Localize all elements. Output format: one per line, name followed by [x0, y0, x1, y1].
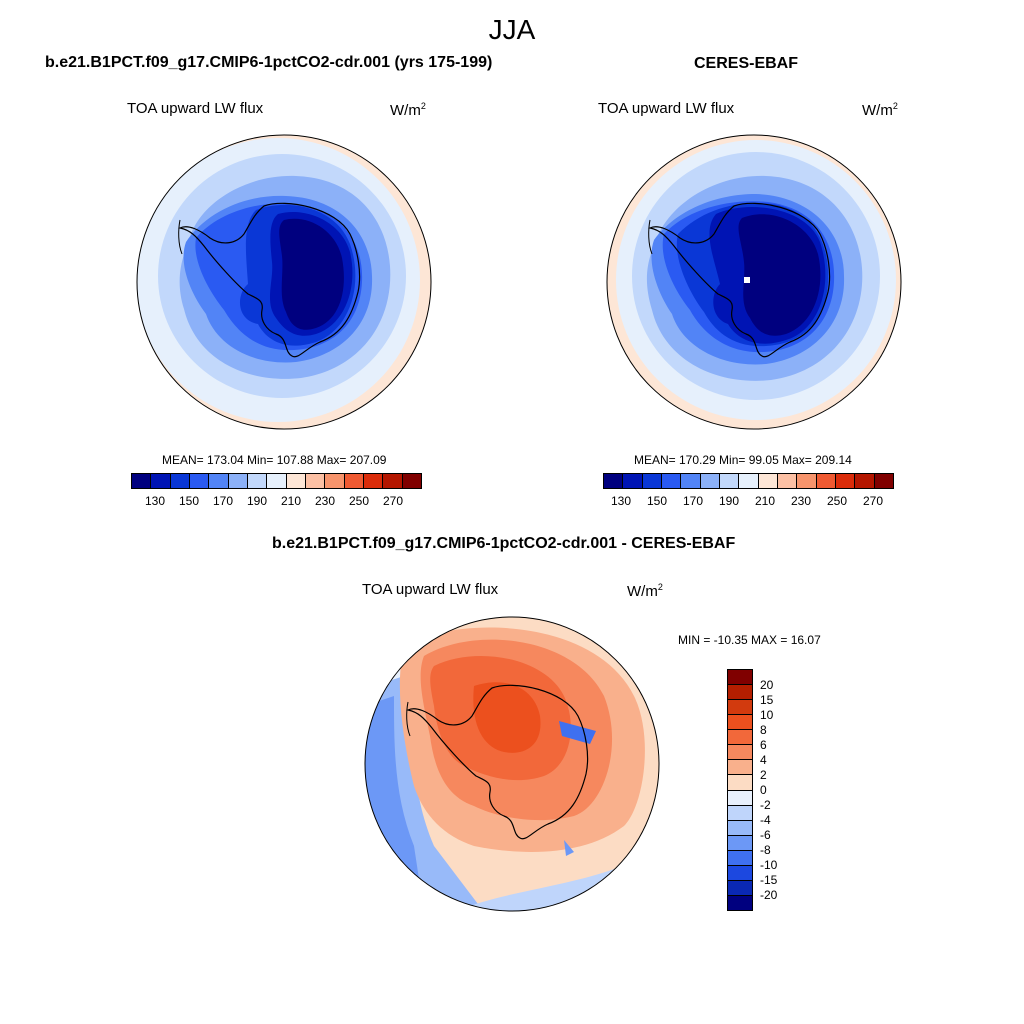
colorbar-tick-label: -20	[760, 888, 778, 902]
colorbar-swatch	[661, 474, 682, 488]
colorbar-tick-label: 270	[382, 494, 404, 508]
colorbar-swatch	[286, 474, 306, 488]
colorbar-swatch	[132, 474, 152, 488]
colorbar-tick-label: 170	[212, 494, 234, 508]
model-panel-title: b.e21.B1PCT.f09_g17.CMIP6-1pctCO2-cdr.00…	[45, 54, 493, 71]
colorbar-swatch	[305, 474, 326, 488]
colorbar-tick-label: -8	[760, 843, 771, 857]
diff-variable-label: TOA upward LW flux	[362, 581, 499, 598]
colorbar-swatch	[739, 474, 759, 488]
colorbar-tick-label: -4	[760, 813, 771, 827]
colorbar-swatch	[728, 895, 752, 910]
colorbar-swatch	[170, 474, 190, 488]
colorbar-swatch	[728, 685, 752, 701]
diff-polar-map	[364, 616, 660, 912]
colorbar-tick-label: 130	[610, 494, 632, 508]
obs-polar-map	[606, 134, 902, 430]
colorbar-swatch	[728, 880, 752, 896]
colorbar-swatch	[267, 474, 287, 488]
colorbar-swatch	[383, 474, 403, 488]
colorbar-tick-label: 210	[754, 494, 776, 508]
colorbar-swatch	[325, 474, 345, 488]
model-units-label: W/m2	[390, 101, 426, 119]
colorbar-swatch	[363, 474, 384, 488]
colorbar-tick-label: -10	[760, 858, 778, 872]
colorbar-swatch	[189, 474, 210, 488]
colorbar-swatch	[642, 474, 662, 488]
colorbar-tick-label: 170	[682, 494, 704, 508]
colorbar-swatch	[604, 474, 624, 488]
colorbar-swatch	[797, 474, 817, 488]
colorbar-swatch	[777, 474, 798, 488]
model-colorbar	[131, 473, 422, 489]
colorbar-swatch	[623, 474, 643, 488]
colorbar-swatch	[700, 474, 720, 488]
colorbar-tick-label: 250	[348, 494, 370, 508]
colorbar-swatch	[728, 820, 752, 836]
model-stats: MEAN= 173.04 Min= 107.88 Max= 207.09	[162, 453, 387, 467]
colorbar-swatch	[681, 474, 701, 488]
colorbar-tick-label: 4	[760, 753, 767, 767]
diff-stats: MIN = -10.35 MAX = 16.07	[678, 633, 821, 647]
colorbar-tick-label: 6	[760, 738, 767, 752]
colorbar-tick-label: 250	[826, 494, 848, 508]
colorbar-tick-label: 190	[718, 494, 740, 508]
colorbar-tick-label: 0	[760, 783, 767, 797]
colorbar-swatch	[728, 805, 752, 821]
colorbar-swatch	[728, 670, 752, 686]
colorbar-swatch	[874, 474, 893, 488]
colorbar-tick-label: 15	[760, 693, 774, 707]
colorbar-swatch	[728, 745, 752, 761]
colorbar-swatch	[728, 835, 752, 851]
colorbar-tick-label: 130	[144, 494, 166, 508]
colorbar-swatch	[758, 474, 778, 488]
colorbar-swatch	[728, 760, 752, 776]
colorbar-swatch	[728, 700, 752, 716]
colorbar-tick-label: 190	[246, 494, 268, 508]
colorbar-tick-label: 10	[760, 708, 774, 722]
colorbar-tick-label: 2	[760, 768, 767, 782]
colorbar-swatch	[344, 474, 364, 488]
obs-colorbar	[603, 473, 894, 489]
colorbar-swatch	[728, 790, 752, 806]
colorbar-swatch	[728, 850, 752, 866]
colorbar-tick-label: -6	[760, 828, 771, 842]
colorbar-swatch	[816, 474, 836, 488]
colorbar-swatch	[402, 474, 421, 488]
obs-variable-label: TOA upward LW flux	[598, 100, 735, 117]
model-polar-map	[136, 134, 432, 430]
colorbar-swatch	[835, 474, 856, 488]
colorbar-tick-label: -2	[760, 798, 771, 812]
colorbar-swatch	[728, 715, 752, 731]
colorbar-tick-label: 20	[760, 678, 774, 692]
colorbar-swatch	[855, 474, 875, 488]
colorbar-tick-label: 230	[790, 494, 812, 508]
colorbar-swatch	[151, 474, 171, 488]
colorbar-tick-label: -15	[760, 873, 778, 887]
diff-panel-title: b.e21.B1PCT.f09_g17.CMIP6-1pctCO2-cdr.00…	[272, 535, 736, 552]
colorbar-tick-label: 150	[646, 494, 668, 508]
colorbar-swatch	[209, 474, 229, 488]
diff-units-label: W/m2	[627, 582, 663, 600]
colorbar-tick-label: 150	[178, 494, 200, 508]
colorbar-swatch	[728, 775, 752, 791]
colorbar-tick-label: 210	[280, 494, 302, 508]
diff-colorbar	[727, 669, 753, 911]
colorbar-swatch	[719, 474, 740, 488]
colorbar-tick-label: 270	[862, 494, 884, 508]
colorbar-tick-label: 230	[314, 494, 336, 508]
colorbar-tick-label: 8	[760, 723, 767, 737]
obs-units-label: W/m2	[862, 101, 898, 119]
figure-title: JJA	[488, 14, 536, 45]
colorbar-swatch	[728, 865, 752, 881]
obs-panel-title: CERES-EBAF	[694, 55, 799, 72]
model-variable-label: TOA upward LW flux	[127, 100, 264, 117]
obs-stats: MEAN= 170.29 Min= 99.05 Max= 209.14	[634, 453, 852, 467]
colorbar-swatch	[247, 474, 268, 488]
colorbar-swatch	[228, 474, 248, 488]
colorbar-swatch	[728, 730, 752, 746]
